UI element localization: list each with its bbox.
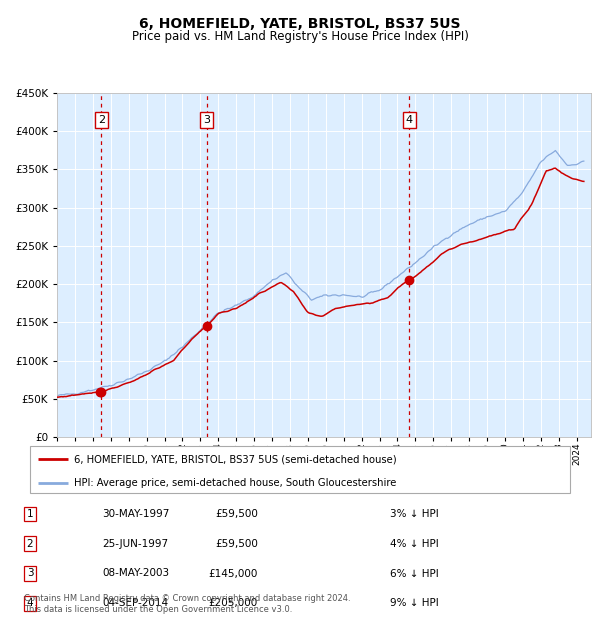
Text: £59,500: £59,500 [215,509,258,519]
Text: 2: 2 [98,115,105,125]
Text: 08-MAY-2003: 08-MAY-2003 [102,569,169,578]
Text: 9% ↓ HPI: 9% ↓ HPI [390,598,439,608]
Text: 4% ↓ HPI: 4% ↓ HPI [390,539,439,549]
Text: 6, HOMEFIELD, YATE, BRISTOL, BS37 5US: 6, HOMEFIELD, YATE, BRISTOL, BS37 5US [139,17,461,32]
Text: Contains HM Land Registry data © Crown copyright and database right 2024.: Contains HM Land Registry data © Crown c… [24,593,350,603]
Text: 3: 3 [26,569,34,578]
Text: 6, HOMEFIELD, YATE, BRISTOL, BS37 5US (semi-detached house): 6, HOMEFIELD, YATE, BRISTOL, BS37 5US (s… [74,454,397,464]
Text: 4: 4 [406,115,413,125]
Text: Price paid vs. HM Land Registry's House Price Index (HPI): Price paid vs. HM Land Registry's House … [131,30,469,43]
Text: 30-MAY-1997: 30-MAY-1997 [102,509,169,519]
Text: 2: 2 [26,539,34,549]
Text: 3% ↓ HPI: 3% ↓ HPI [390,509,439,519]
Text: £145,000: £145,000 [209,569,258,578]
Text: £59,500: £59,500 [215,539,258,549]
Text: 3: 3 [203,115,210,125]
Text: 6% ↓ HPI: 6% ↓ HPI [390,569,439,578]
Text: 4: 4 [26,598,34,608]
Text: This data is licensed under the Open Government Licence v3.0.: This data is licensed under the Open Gov… [24,604,292,614]
Text: 04-SEP-2014: 04-SEP-2014 [102,598,168,608]
Text: HPI: Average price, semi-detached house, South Gloucestershire: HPI: Average price, semi-detached house,… [74,477,397,488]
Text: £205,000: £205,000 [209,598,258,608]
Text: 25-JUN-1997: 25-JUN-1997 [102,539,168,549]
Text: 1: 1 [26,509,34,519]
